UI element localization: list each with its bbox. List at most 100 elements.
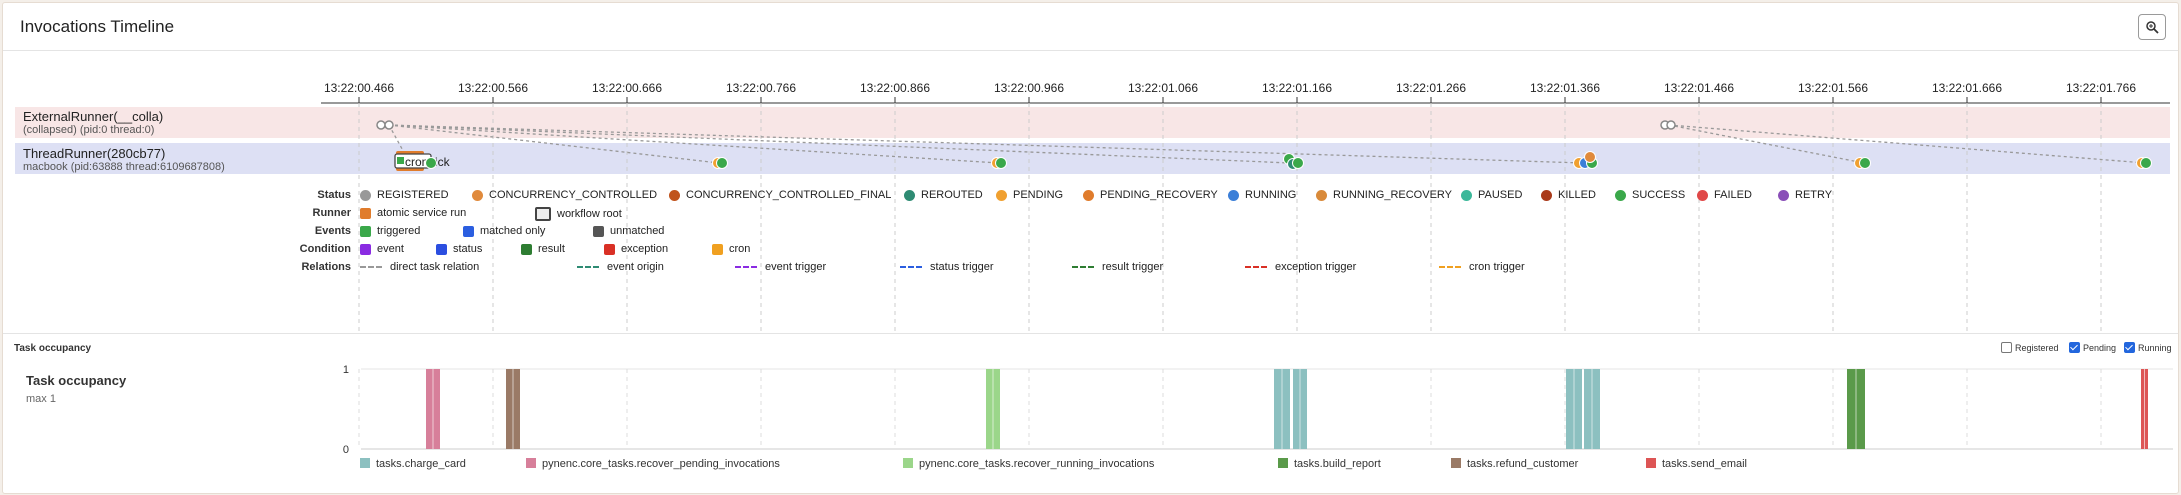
relation-line (1668, 124, 2146, 164)
status-dot-icon (996, 189, 1007, 201)
status-dot-icon (360, 189, 371, 201)
lane-title-thread: ThreadRunner(280cb77) (23, 146, 166, 161)
legend-label: event trigger (765, 261, 827, 273)
relation-line-icon (577, 266, 599, 268)
relation-line (388, 124, 1291, 164)
registered-marker (384, 120, 394, 130)
legend-label: FAILED (1714, 189, 1752, 201)
legend-label: RUNNING_RECOVERY (1333, 189, 1452, 201)
legend-item: CONCURRENCY_CONTROLLED_FINAL (669, 189, 891, 201)
tick-label: 13:22:00.866 (860, 81, 930, 95)
legend-item: event trigger (735, 261, 826, 273)
y-tick-label: 0 (343, 444, 349, 456)
invocation-marker (1859, 157, 1871, 169)
invocation-marker (716, 157, 728, 169)
legend-item: REROUTED (904, 189, 983, 201)
legend-item: status (436, 243, 482, 255)
legend-label: REGISTERED (377, 189, 449, 201)
status-dot-icon (669, 189, 680, 201)
tick-label: 13:22:01.066 (1128, 81, 1198, 95)
legend-item: PENDING_RECOVERY (1083, 189, 1218, 201)
status-dot-icon (1316, 189, 1327, 201)
legend-label: SUCCESS (1632, 189, 1686, 201)
legend-item: event (360, 243, 404, 255)
task-legend-label: tasks.refund_customer (1467, 458, 1579, 470)
registered-marker (1666, 120, 1676, 130)
legend-label: REROUTED (921, 189, 983, 201)
legend-item: cron (712, 243, 750, 255)
tick-label: 13:22:01.366 (1530, 81, 1600, 95)
legend-item: workflow root (535, 207, 622, 221)
legend-swatch-icon (463, 225, 474, 237)
relation-line-icon (735, 266, 757, 268)
legend-label: status (453, 243, 483, 255)
lane-sub-external: (collapsed) (pid:0 thread:0) (23, 124, 155, 136)
checkbox-running[interactable]: Running (2124, 342, 2172, 353)
legend-label: matched only (480, 225, 546, 237)
legend-item: FAILED (1697, 189, 1752, 201)
legend-item: matched only (463, 225, 545, 237)
zoom-button[interactable] (2138, 14, 2166, 40)
legend-item: triggered (360, 225, 420, 237)
legend-label: KILLED (1558, 189, 1596, 201)
task-swatch-icon (1278, 458, 1288, 468)
tick-label: 13:22:00.666 (592, 81, 662, 95)
legend-label: RUNNING (1245, 189, 1297, 201)
workflow-root-icon (535, 207, 551, 221)
legend-item: exception trigger (1245, 261, 1356, 273)
lane-sub-thread: macbook (pid:63888 thread:6109687808) (23, 161, 225, 173)
relation-line-icon (360, 266, 382, 268)
occupancy-max-label: max 1 (26, 393, 56, 405)
status-dot-icon (1615, 189, 1626, 201)
legend-label: cron (729, 243, 751, 255)
legend-head-status: Status (317, 189, 351, 201)
status-dot-icon (904, 189, 915, 201)
relation-line-icon (1072, 266, 1094, 268)
checkbox-registered[interactable]: Registered (2001, 342, 2059, 353)
tick-label: 13:22:01.566 (1798, 81, 1868, 95)
checkbox-pending[interactable]: Pending (2069, 342, 2116, 353)
invocation-marker (425, 157, 437, 169)
lane-band-thread (15, 143, 2170, 174)
task-swatch-icon (526, 458, 536, 468)
legend-label: PENDING_RECOVERY (1100, 189, 1218, 201)
checkbox-box[interactable] (2001, 342, 2012, 353)
task-legend-label: tasks.charge_card (376, 458, 466, 470)
occupancy-chart[interactable]: 1 0 tasks.charge_card pynenc.core_tasks.rec… (3, 358, 2178, 493)
legend-item: RUNNING_RECOVERY (1316, 189, 1452, 201)
tick-label: 13:22:00.466 (324, 81, 394, 95)
runner-square-icon (360, 207, 371, 219)
legend-item: SUCCESS (1615, 189, 1685, 201)
legend-label: triggered (377, 225, 421, 237)
legend-item: atomic service run (360, 207, 466, 219)
legend-item: REGISTERED (360, 189, 449, 201)
legend-item: exception (604, 243, 668, 255)
tick-label: 13:22:01.466 (1664, 81, 1734, 95)
legend-label: event (377, 243, 404, 255)
relation-line-icon (1245, 266, 1267, 268)
legend-label: event origin (607, 261, 664, 273)
legend-label: direct task relation (390, 261, 480, 273)
relation-line-icon (1439, 266, 1461, 268)
legend-item: direct task relation (360, 261, 479, 273)
legend-item: result (521, 243, 565, 255)
task-swatch-icon (360, 458, 370, 468)
task-swatch-icon (1451, 458, 1461, 468)
task-legend-label: pynenc.core_tasks.recover_running_invoca… (919, 458, 1155, 470)
triggered-event-marker (397, 157, 404, 164)
legend-item: cron trigger (1439, 261, 1525, 273)
legend-head-relations: Relations (301, 261, 351, 273)
occupancy-header: Task occupancy (14, 343, 92, 354)
tick-label: 13:22:01.166 (1262, 81, 1332, 95)
timeline-chart[interactable]: 13:22:00.466 13:22:00.566 13:22:00.666 13:2… (3, 51, 2178, 333)
legend-item: unmatched (593, 225, 664, 237)
task-swatch-icon (1646, 458, 1656, 468)
checkbox-box[interactable] (2124, 342, 2135, 353)
checkbox-label: Running (2138, 342, 2172, 353)
task-legend-label: tasks.send_email (1662, 458, 1747, 470)
checkbox-box[interactable] (2069, 342, 2080, 353)
card-header: Invocations Timeline (3, 3, 2178, 51)
status-dot-icon (472, 189, 483, 201)
legend-label: cron trigger (1469, 261, 1525, 273)
occupancy-title: Task occupancy (26, 373, 127, 388)
